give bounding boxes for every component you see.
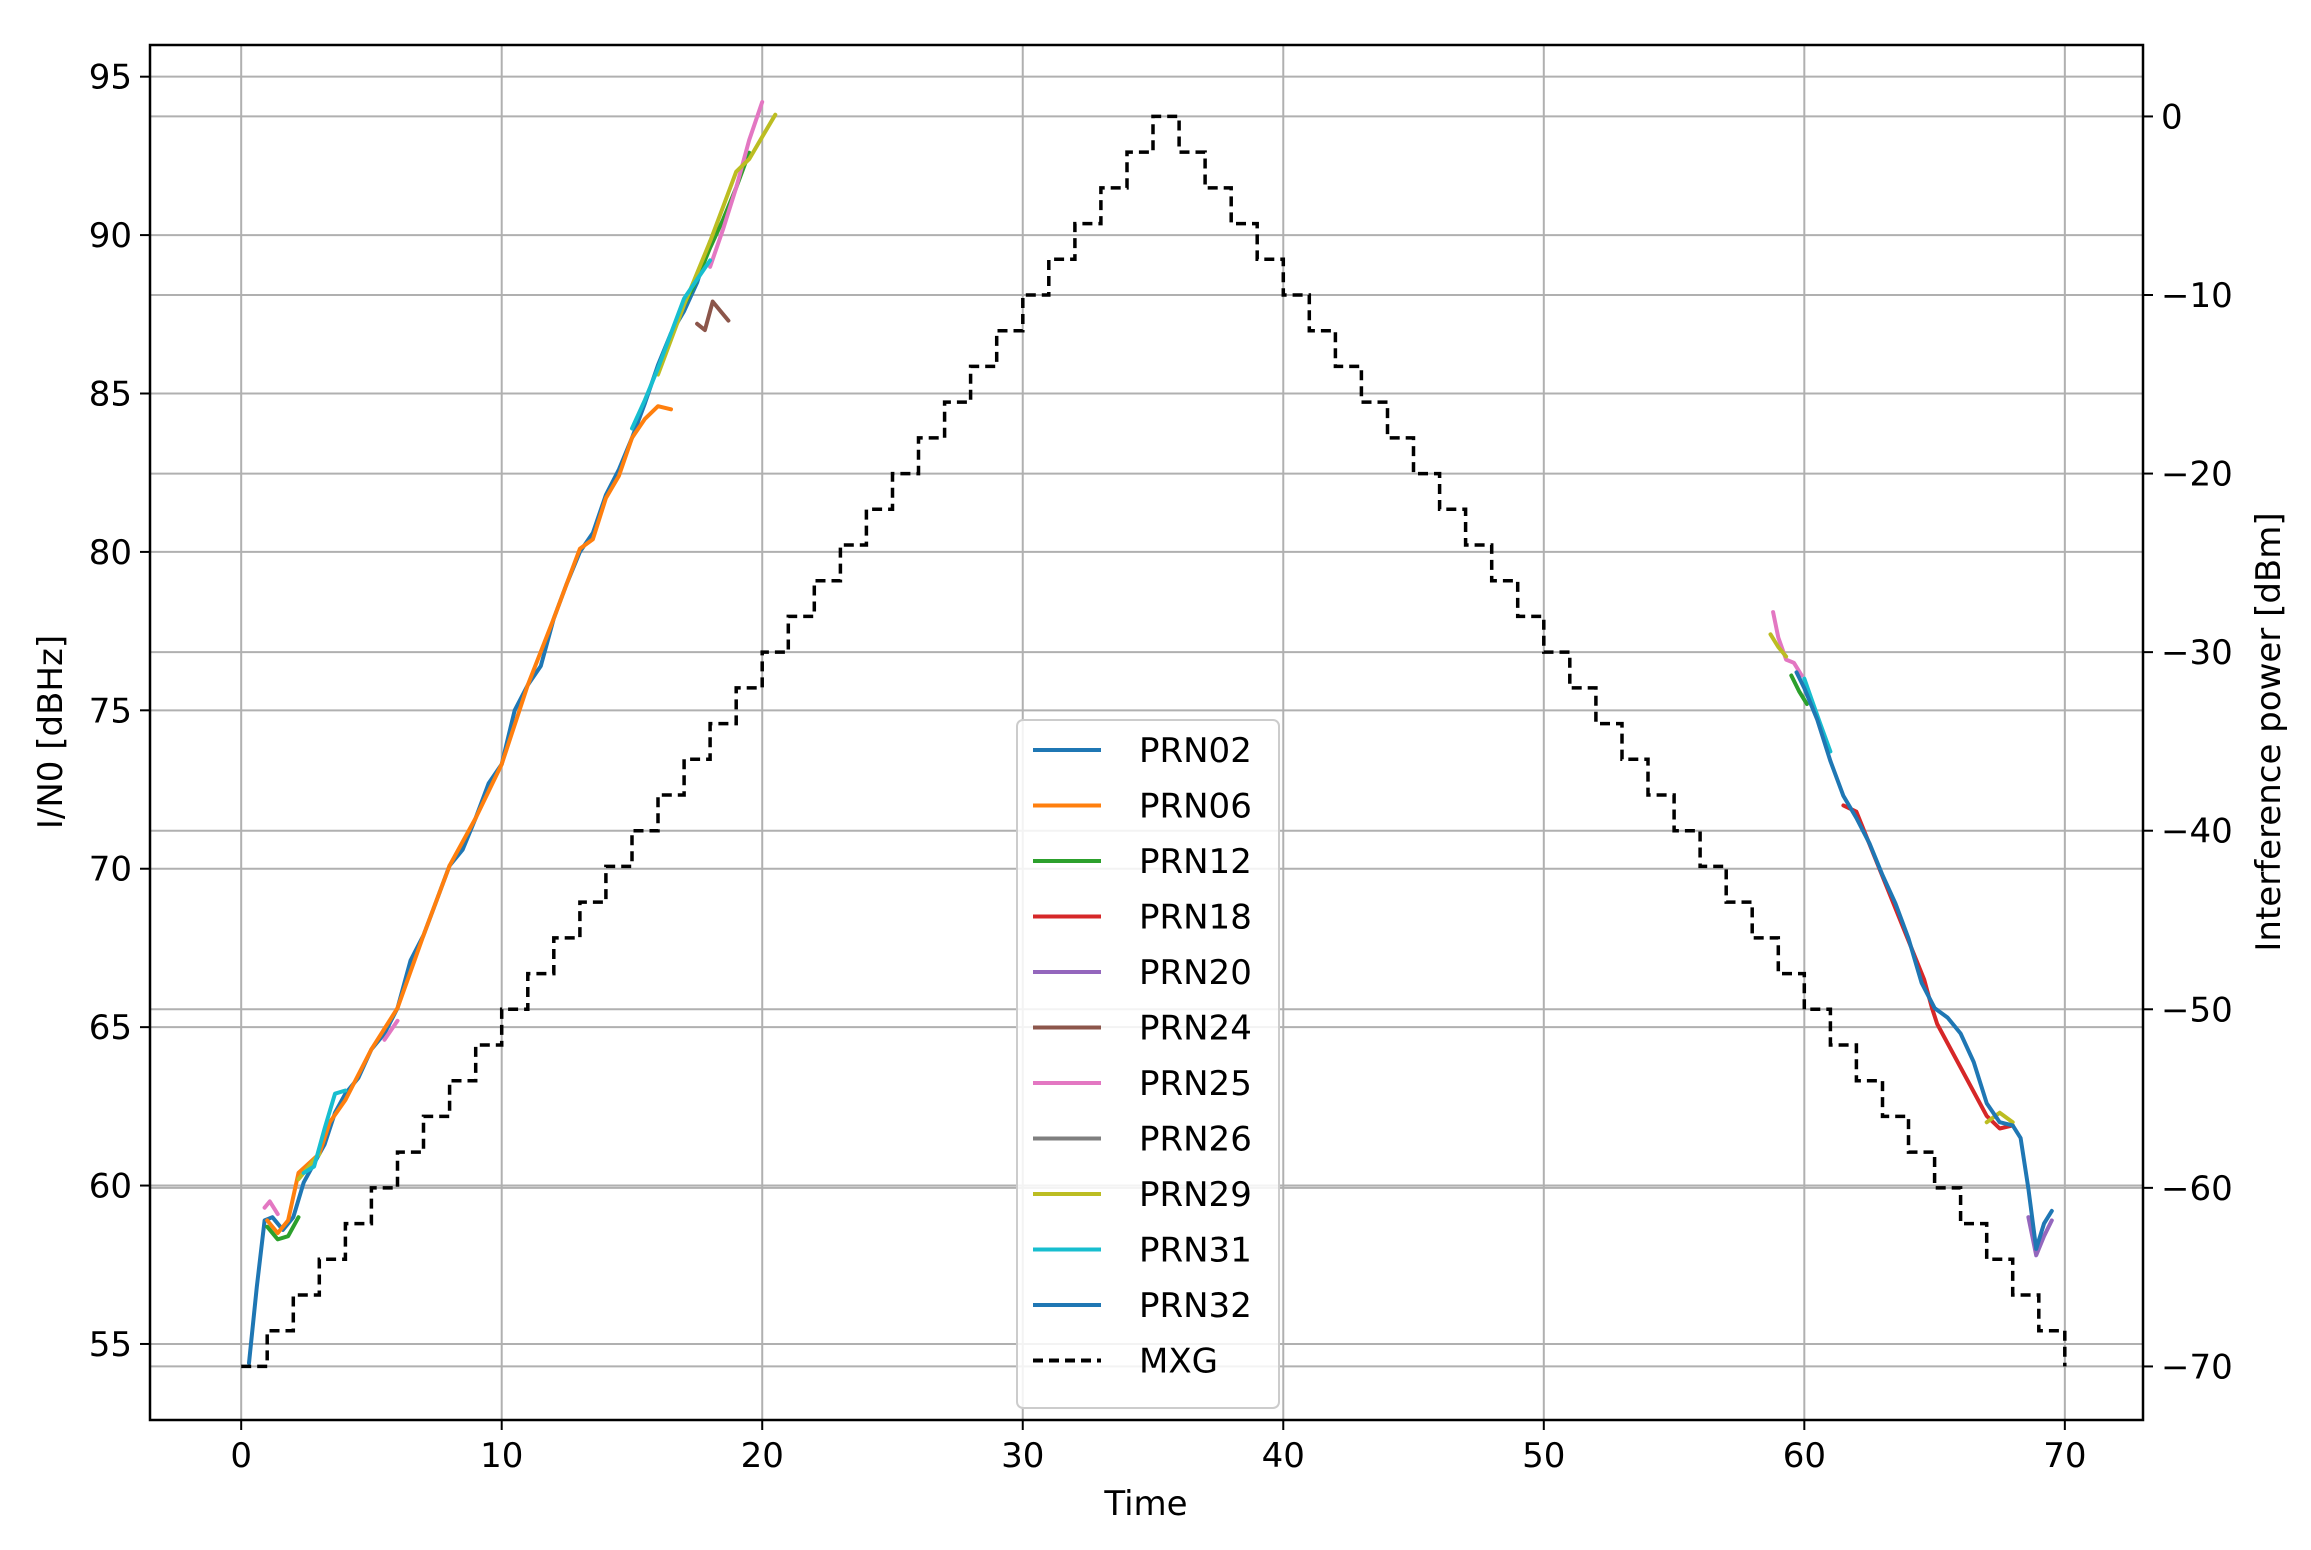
x-tick-label: 70 — [2043, 1436, 2086, 1476]
left-y-axis: 55 60 65 70 75 80 85 90 95 — [89, 58, 150, 1365]
legend: PRN02 PRN06 PRN12 PRN18 PRN20 PRN24 PRN25 PRN26… — [1016, 719, 1280, 1409]
legend-label-prn32: PRN32 — [1139, 1286, 1252, 1326]
legend-label-prn24: PRN24 — [1139, 1009, 1252, 1049]
right-y-tick-label: −60 — [2161, 1169, 2233, 1209]
y-tick-label: 80 — [89, 533, 132, 573]
right-y-tick-label: −10 — [2161, 276, 2233, 316]
x-axis-label: Time — [1103, 1484, 1187, 1524]
right-y-tick-label: 0 — [2161, 97, 2183, 137]
legend-label-prn02: PRN02 — [1139, 731, 1252, 771]
x-tick-label: 0 — [230, 1436, 252, 1476]
y-tick-label: 65 — [89, 1008, 132, 1048]
series-line-prn20 — [2026, 1215, 2054, 1258]
right-y-tick-label: −40 — [2161, 812, 2233, 852]
x-tick-label: 20 — [741, 1436, 784, 1476]
right-y-axis: 0 −10 −20 −30 −40 −50 −60 −70 — [2143, 97, 2233, 1387]
series-layer — [241, 100, 2067, 1369]
x-tick-label: 60 — [1783, 1436, 1826, 1476]
legend-label-prn25: PRN25 — [1139, 1064, 1252, 1104]
y-tick-label: 95 — [89, 58, 132, 98]
y-tick-label: 90 — [89, 216, 132, 256]
x-tick-label: 40 — [1262, 1436, 1305, 1476]
x-tick-label: 50 — [1522, 1436, 1565, 1476]
series-line-prn32 — [1794, 670, 2054, 1251]
right-y-tick-label: −20 — [2161, 455, 2233, 495]
y-tick-label: 85 — [89, 375, 132, 415]
legend-label-prn12: PRN12 — [1139, 842, 1252, 882]
series-line-prn24 — [695, 299, 731, 333]
legend-label-prn18: PRN18 — [1139, 898, 1252, 938]
right-y-tick-label: −50 — [2161, 990, 2233, 1030]
series-line-prn25 — [262, 100, 1804, 1217]
legend-label-prn31: PRN31 — [1139, 1231, 1252, 1271]
right-y-tick-label: −30 — [2161, 633, 2233, 673]
legend-label-prn20: PRN20 — [1139, 953, 1252, 993]
legend-label-prn29: PRN29 — [1139, 1175, 1252, 1215]
y-tick-label: 70 — [89, 850, 132, 890]
y-tick-label: 60 — [89, 1167, 132, 1207]
x-tick-label: 10 — [480, 1436, 523, 1476]
y-axis-label: I/N0 [dBHz] — [31, 635, 71, 829]
x-tick-label: 30 — [1001, 1436, 1044, 1476]
right-y-tick-label: −70 — [2161, 1347, 2233, 1387]
right-y-axis-label: Interference power [dBm] — [2249, 512, 2289, 951]
x-axis: 0 10 20 30 40 50 60 70 — [230, 1420, 2086, 1476]
legend-label-prn06: PRN06 — [1139, 787, 1252, 827]
legend-label-mxg: MXG — [1139, 1342, 1218, 1382]
legend-box — [1016, 719, 1280, 1409]
y-tick-label: 55 — [89, 1325, 132, 1365]
plot-frame — [148, 43, 2145, 1422]
series-line-mxg — [241, 114, 2067, 1369]
y-tick-label: 75 — [89, 691, 132, 731]
series-line-prn29 — [296, 112, 2015, 1182]
legend-label-prn26: PRN26 — [1139, 1120, 1252, 1160]
